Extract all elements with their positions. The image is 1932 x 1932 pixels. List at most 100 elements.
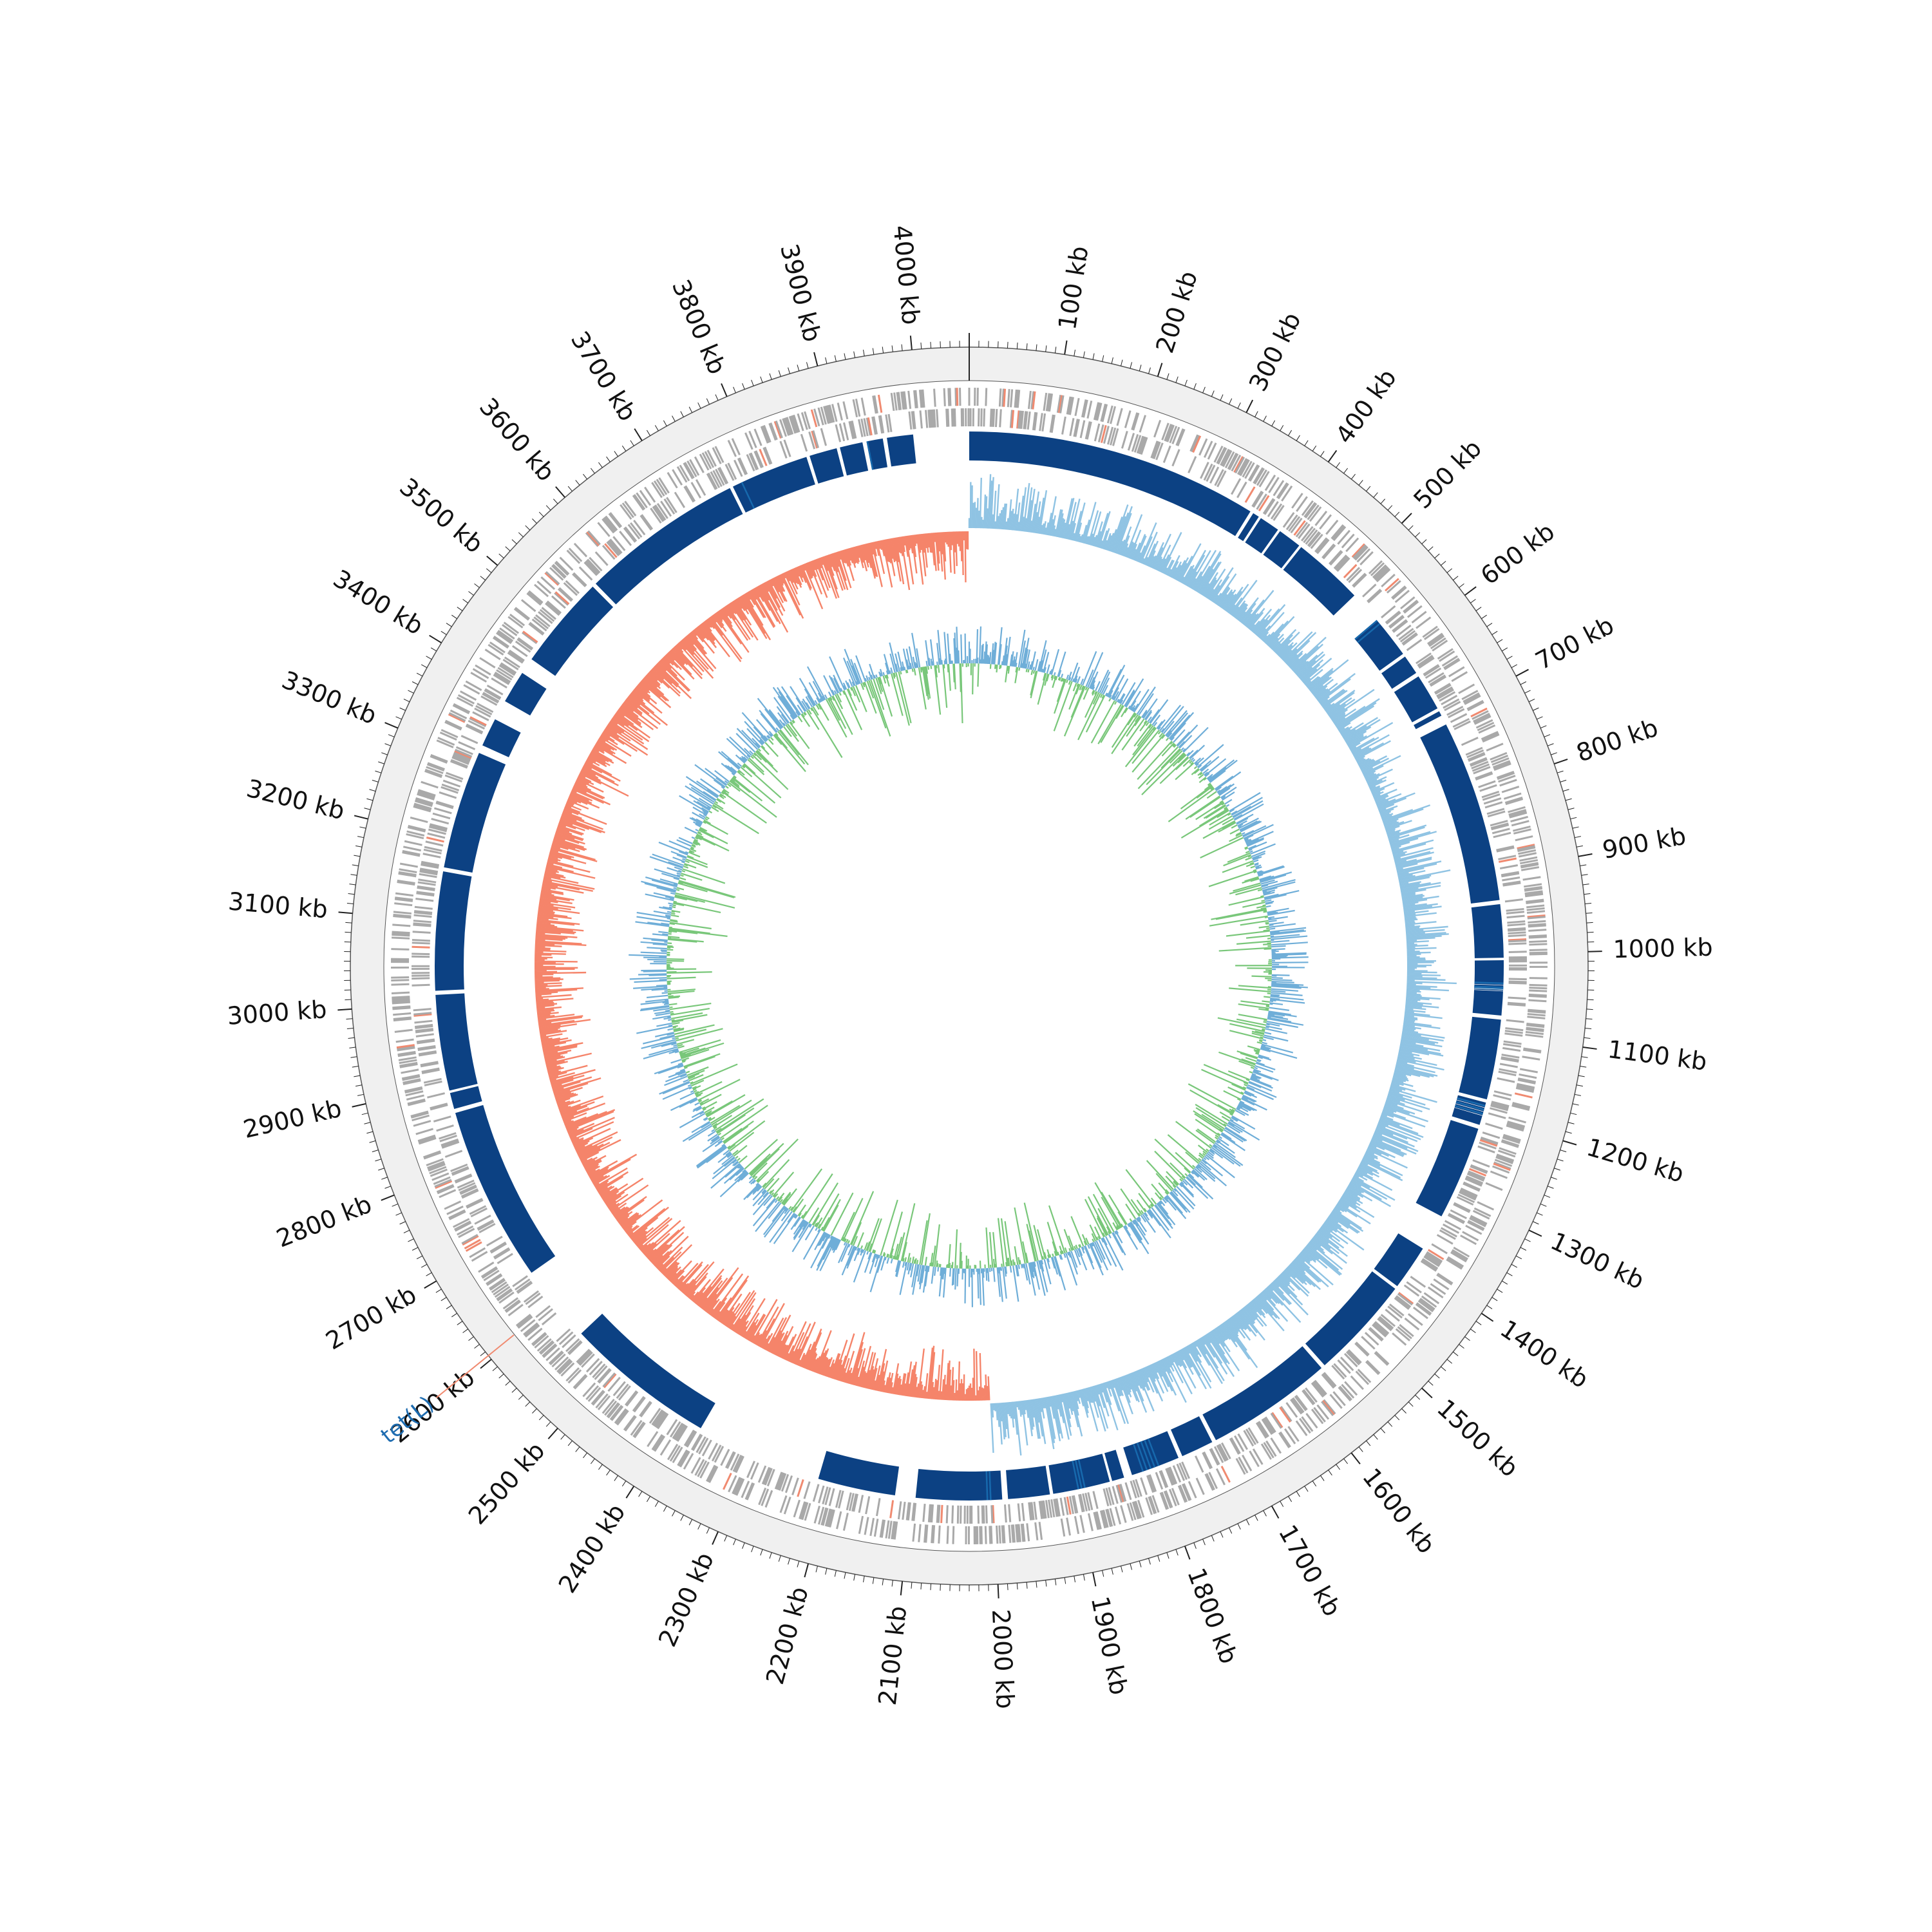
gc-skew-bar: [1206, 1333, 1235, 1378]
gc-skew-bar: [1077, 533, 1081, 542]
gene-feature: [1303, 527, 1316, 544]
gc-skew-bar: [1321, 1224, 1349, 1245]
blast-hit-variant: [989, 1471, 992, 1501]
gene-feature: [1512, 1101, 1531, 1108]
gene-feature: [1188, 1481, 1197, 1499]
gc-content-bar: [1068, 683, 1080, 710]
gc-skew-bar: [929, 1352, 936, 1399]
gene-feature: [1506, 1123, 1524, 1131]
gc-skew-bar: [897, 1379, 902, 1396]
gene-feature: [1313, 1406, 1326, 1423]
gc-skew-bar: [1347, 735, 1364, 746]
gc-skew-bar: [806, 562, 813, 578]
minor-tick: [1565, 1131, 1572, 1134]
minor-tick: [1567, 808, 1575, 810]
gc-skew-bar: [721, 608, 732, 624]
gc-skew-bar: [538, 911, 554, 914]
gc-content-bar: [1261, 1043, 1294, 1054]
gc-skew-bar: [1137, 1369, 1146, 1388]
gc-skew-bar: [544, 1055, 564, 1061]
gc-content-bar: [1101, 694, 1105, 699]
gc-content-bar: [1052, 676, 1057, 688]
gene-feature: [1325, 519, 1339, 535]
gene-feature: [1293, 520, 1306, 536]
gene-feature: [849, 421, 856, 439]
gene-feature: [513, 608, 529, 621]
gc-skew-bar: [1406, 986, 1431, 989]
gc-skew-bar: [784, 1352, 790, 1361]
gene-feature: [1508, 810, 1527, 817]
gene-feature: [517, 1316, 533, 1329]
gc-skew-bar: [1053, 1395, 1064, 1439]
gc-skew-bar: [1358, 1166, 1374, 1176]
gene-feature: [585, 1358, 600, 1373]
gene-feature: [1496, 846, 1515, 853]
gc-skew-bar: [1112, 1379, 1130, 1425]
gene-feature: [1279, 1406, 1291, 1423]
gc-content-bar: [1130, 706, 1133, 711]
gene-feature: [1410, 1275, 1426, 1288]
gene-feature: [428, 1163, 446, 1172]
gene-feature: [577, 1349, 591, 1364]
gc-skew-bar: [755, 587, 764, 602]
gc-content-bar: [1217, 786, 1227, 794]
gc-skew-bar: [797, 566, 804, 578]
gc-skew-bar: [1392, 843, 1426, 854]
gene-feature: [1073, 419, 1079, 437]
gene-feature: [1439, 650, 1455, 662]
gene-feature: [1096, 402, 1103, 421]
gc-skew-bar: [1101, 528, 1110, 549]
gene-feature: [458, 1227, 475, 1238]
gc-skew-bar: [1399, 1048, 1430, 1056]
gene-feature: [1403, 1284, 1420, 1297]
gc-skew-bar: [1108, 1381, 1121, 1412]
gc-skew-bar: [1367, 1148, 1408, 1169]
gc-content-bar: [1197, 1164, 1202, 1169]
gc-skew-bar: [573, 784, 604, 800]
gc-content-bar: [1195, 1107, 1227, 1128]
gc-skew-bar: [795, 1321, 816, 1365]
gc-skew-bar: [1182, 565, 1195, 585]
gene-feature: [410, 816, 428, 824]
gc-content-bar: [1271, 992, 1303, 996]
gene-feature: [1520, 859, 1539, 865]
gc-skew-bar: [718, 610, 750, 653]
gc-content-bar: [1200, 764, 1208, 772]
gc-content-bar: [1268, 920, 1277, 923]
gene-feature: [1010, 389, 1014, 408]
gene-feature: [1243, 1430, 1255, 1447]
gc-skew-bar: [1343, 1191, 1363, 1204]
gene-feature: [1397, 1293, 1413, 1306]
minor-tick: [426, 656, 432, 660]
gene-feature: [1502, 880, 1521, 886]
gc-skew-bar: [1133, 1371, 1142, 1389]
gc-skew-bar: [1397, 1053, 1422, 1060]
gc-skew-bar: [660, 1251, 682, 1273]
gene-feature: [1074, 397, 1080, 417]
gene-feature: [1106, 1508, 1113, 1527]
blast-hit-variant: [985, 1471, 989, 1501]
gene-feature: [1448, 708, 1465, 719]
gene-feature: [755, 450, 764, 468]
gc-skew-bar: [543, 1044, 578, 1054]
gc-content-bar: [1189, 744, 1206, 760]
minor-tick: [567, 486, 573, 492]
blast-hit-gap: [1454, 1107, 1482, 1116]
gc-skew-bar: [786, 571, 798, 595]
major-tick: [1092, 1572, 1097, 1587]
gc-skew-bar: [1329, 707, 1345, 719]
gene-feature: [714, 1446, 724, 1463]
gene-feature: [394, 1028, 413, 1033]
gc-content-bar: [1157, 1202, 1176, 1226]
gc-content-bar: [1220, 1133, 1245, 1151]
gc-skew-bar: [700, 1280, 723, 1309]
gc-skew-bar: [803, 564, 824, 610]
gc-skew-bar: [1267, 1285, 1274, 1292]
gc-skew-bar: [571, 789, 577, 793]
gc-skew-bar: [766, 580, 777, 599]
gc-content-bar: [1132, 726, 1155, 755]
gc-content-bar: [1247, 1084, 1277, 1098]
gene-feature: [1470, 707, 1488, 717]
gc-content-bar: [1238, 817, 1259, 829]
gene-feature: [1528, 995, 1547, 998]
